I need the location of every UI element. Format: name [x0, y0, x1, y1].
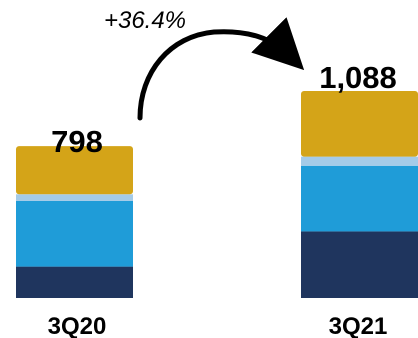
- bar-segment-3q21-3: [301, 156, 418, 166]
- bars-layer: [16, 91, 418, 298]
- growth-annotation: +36.4%: [104, 7, 186, 34]
- bar-segment-3q20-1: [16, 266, 133, 298]
- growth-arrow: [137, 17, 305, 121]
- bar-segment-3q21-2: [301, 165, 418, 232]
- total-label-3q20: 798: [51, 124, 103, 159]
- bar-segment-3q20-3: [16, 194, 133, 201]
- category-label-3q21: 3Q21: [329, 313, 388, 338]
- total-label-3q21: 1,088: [319, 60, 397, 95]
- bar-segment-3q20-4: [16, 146, 133, 195]
- bar-segment-3q20-2: [16, 200, 133, 267]
- bar-segment-3q21-1: [301, 231, 418, 298]
- bar-segment-3q21-4: [301, 91, 418, 157]
- category-label-3q20: 3Q20: [48, 313, 107, 338]
